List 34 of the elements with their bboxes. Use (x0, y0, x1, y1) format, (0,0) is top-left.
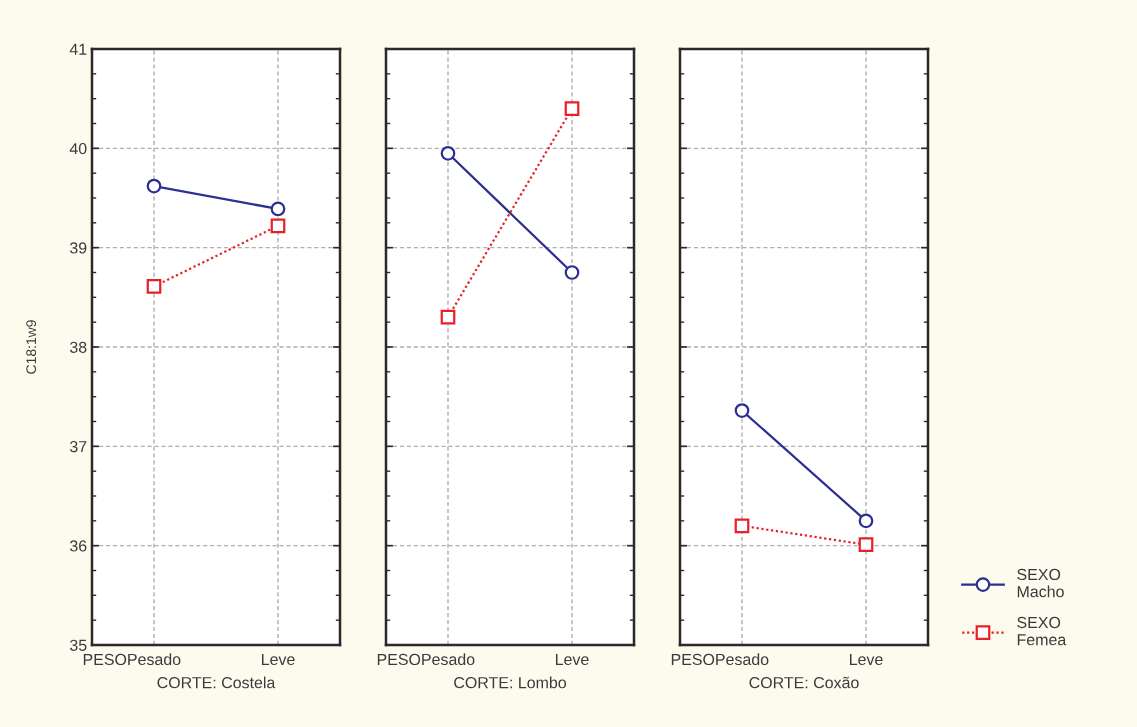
x-tick-label: Leve (261, 653, 295, 666)
y-tick-label: 35 (69, 639, 87, 651)
point (270, 218, 286, 234)
legend-label: SEXO Macho (1017, 568, 1064, 598)
x-tick-label: Pesado (716, 653, 769, 666)
y-tick-label: 41 (69, 43, 87, 55)
x-tick-label: Leve (555, 653, 589, 666)
point (440, 309, 456, 325)
x-tick-label: Pesado (422, 653, 475, 666)
x-axis-title: CORTE: Lombo (454, 676, 566, 689)
point (564, 101, 580, 116)
point (146, 178, 162, 194)
text: PESO (377, 653, 421, 666)
text: PESO (671, 653, 715, 666)
legend-label: SEXO Femea (1017, 616, 1067, 646)
y-axis-title: C18:1w9 (26, 320, 37, 374)
x-axis-title: CORTE: Coxão (749, 676, 859, 689)
x-tick-label: Pesado (128, 653, 181, 666)
y-tick-label: 38 (69, 341, 87, 353)
y-tick-label: 40 (69, 142, 87, 155)
point (564, 265, 580, 280)
point (734, 403, 750, 418)
y-tick-label: 36 (69, 540, 87, 552)
text: PESO (83, 653, 127, 666)
point (146, 279, 162, 294)
x-axis-title: CORTE: Costela (157, 676, 276, 689)
point (858, 537, 874, 553)
point (440, 145, 456, 161)
point (270, 201, 286, 217)
point (734, 518, 750, 534)
y-tick-label: 37 (69, 440, 87, 453)
point (858, 513, 874, 529)
x-tick-label: Leve (849, 653, 883, 666)
y-tick-label: 39 (69, 242, 87, 254)
